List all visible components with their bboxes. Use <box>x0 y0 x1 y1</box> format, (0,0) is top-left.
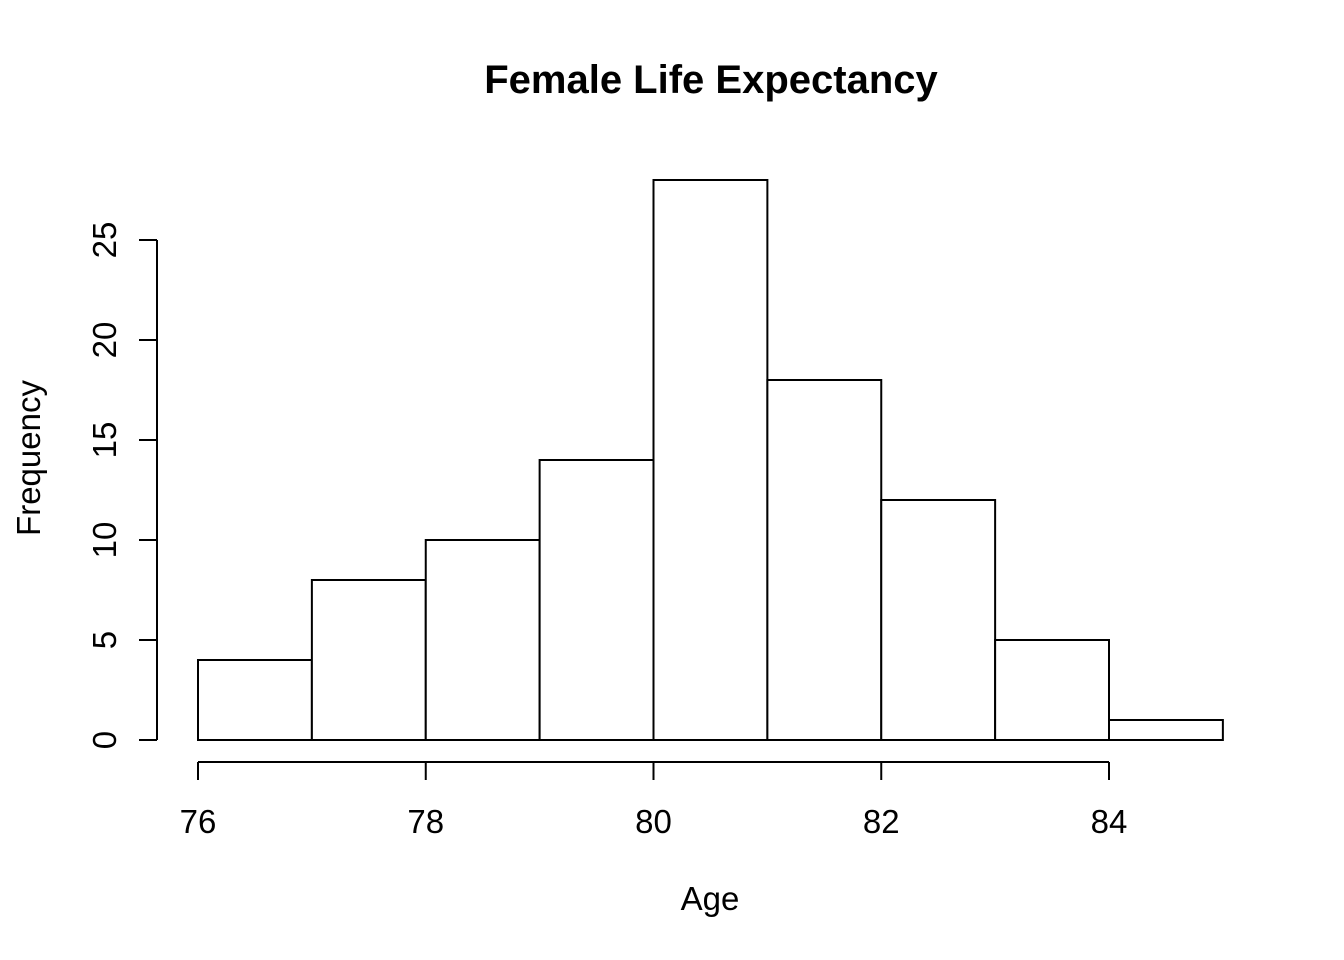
histogram-bar <box>538 459 655 741</box>
y-tick-label: 20 <box>86 322 123 359</box>
chart-title: Female Life Expectancy <box>484 58 938 102</box>
x-tick-label: 82 <box>863 803 900 840</box>
x-axis-label: Age <box>681 880 740 917</box>
histogram-bar <box>1108 719 1224 741</box>
bars-group <box>197 179 1224 741</box>
y-tick-label: 25 <box>86 222 123 259</box>
x-axis: 76 78 80 82 84 <box>180 761 1128 840</box>
y-tick-label: 0 <box>86 731 123 749</box>
y-tick-label: 10 <box>86 522 123 559</box>
histogram-bar <box>994 639 1110 741</box>
histogram-bar <box>310 579 427 741</box>
y-tick-label: 5 <box>86 631 123 649</box>
x-tick-label: 78 <box>407 803 444 840</box>
histogram-bar <box>424 539 541 741</box>
x-tick-label: 80 <box>635 803 672 840</box>
histogram-bar <box>880 499 997 741</box>
x-tick-label: 76 <box>180 803 217 840</box>
y-axis-label: Frequency <box>10 380 47 536</box>
x-tick-label: 84 <box>1091 803 1128 840</box>
histogram-bar <box>652 179 769 741</box>
histogram-bar <box>197 659 313 741</box>
histogram-bar <box>766 379 883 741</box>
y-axis: 0 5 10 15 20 25 <box>86 222 158 749</box>
y-tick-label: 15 <box>86 422 123 459</box>
